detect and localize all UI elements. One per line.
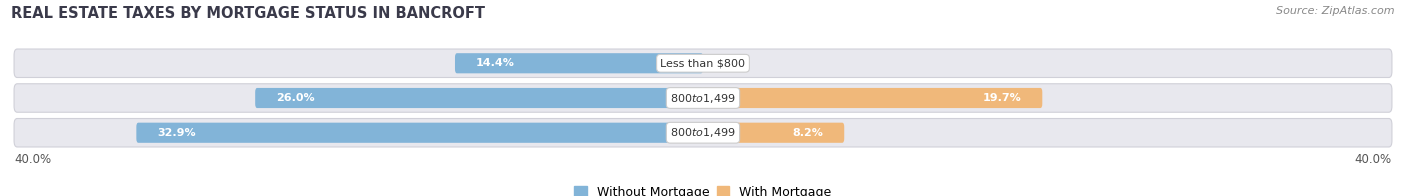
Text: REAL ESTATE TAXES BY MORTGAGE STATUS IN BANCROFT: REAL ESTATE TAXES BY MORTGAGE STATUS IN … — [11, 6, 485, 21]
FancyBboxPatch shape — [14, 49, 1392, 77]
Text: 14.4%: 14.4% — [475, 58, 515, 68]
Text: 40.0%: 40.0% — [1355, 153, 1392, 166]
Text: 40.0%: 40.0% — [14, 153, 51, 166]
FancyBboxPatch shape — [14, 84, 1392, 112]
FancyBboxPatch shape — [256, 88, 703, 108]
Legend: Without Mortgage, With Mortgage: Without Mortgage, With Mortgage — [569, 181, 837, 196]
Text: $800 to $1,499: $800 to $1,499 — [671, 126, 735, 139]
FancyBboxPatch shape — [456, 53, 703, 73]
Text: 8.2%: 8.2% — [793, 128, 824, 138]
FancyBboxPatch shape — [136, 123, 703, 143]
FancyBboxPatch shape — [703, 88, 1042, 108]
Text: $800 to $1,499: $800 to $1,499 — [671, 92, 735, 104]
Text: Less than $800: Less than $800 — [661, 58, 745, 68]
Text: 26.0%: 26.0% — [276, 93, 315, 103]
Text: 32.9%: 32.9% — [157, 128, 195, 138]
Text: 19.7%: 19.7% — [983, 93, 1022, 103]
Text: Source: ZipAtlas.com: Source: ZipAtlas.com — [1277, 6, 1395, 16]
FancyBboxPatch shape — [14, 119, 1392, 147]
Text: 0.0%: 0.0% — [711, 58, 742, 68]
FancyBboxPatch shape — [703, 123, 844, 143]
